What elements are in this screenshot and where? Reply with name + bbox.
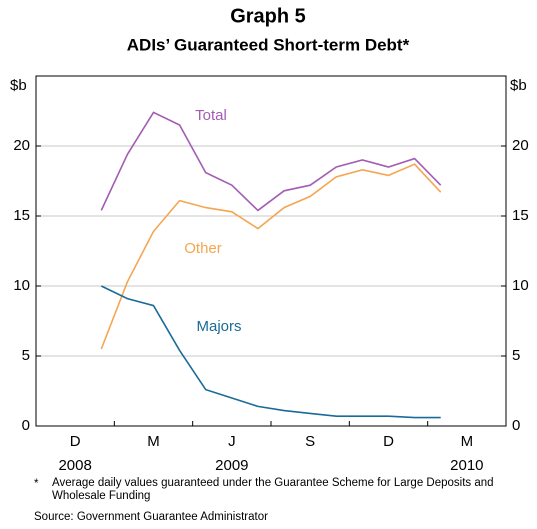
x-tick-label: D	[383, 433, 394, 450]
x-tick-label: M	[461, 433, 474, 450]
x-year-label: 2010	[450, 457, 483, 474]
y-tick-label-right: 0	[512, 417, 520, 434]
y-tick-label: 0	[22, 417, 30, 434]
footnote-box: Average daily values guaranteed under th…	[52, 477, 494, 502]
y-unit-left: $b	[10, 77, 27, 94]
series-line	[100, 163, 442, 350]
y-unit-right: $b	[510, 77, 527, 94]
x-year-label: 2008	[58, 457, 91, 474]
y-tick-label-right: 5	[512, 347, 520, 364]
y-tick-label-right: 10	[512, 277, 529, 294]
y-tick-label: 15	[13, 207, 30, 224]
series-line	[100, 285, 441, 419]
plot-frame	[35, 75, 507, 427]
footnote-mark: *	[34, 478, 39, 490]
series-line	[100, 111, 442, 212]
chart-title: Graph 5	[230, 5, 306, 27]
y-tick-label: 20	[13, 137, 30, 154]
x-tick-label: J	[228, 433, 236, 450]
y-tick-label-right: 20	[512, 137, 529, 154]
footnote: Average daily values guaranteed under th…	[52, 477, 494, 502]
x-tick-label: D	[70, 433, 81, 450]
source: Source: Government Guarantee Administrat…	[34, 511, 268, 523]
x-tick-label: S	[305, 433, 315, 450]
y-tick-label-right: 15	[512, 207, 529, 224]
series-label: Majors	[196, 318, 241, 335]
x-tick-label: M	[147, 433, 160, 450]
y-tick-label: 5	[22, 347, 30, 364]
x-year-label: 2009	[215, 457, 248, 474]
series-label: Total	[195, 107, 227, 124]
y-tick-label: 10	[13, 277, 30, 294]
chart-subtitle: ADIs’ Guaranteed Short-term Debt*	[127, 35, 410, 54]
series-label: Other	[184, 240, 222, 257]
